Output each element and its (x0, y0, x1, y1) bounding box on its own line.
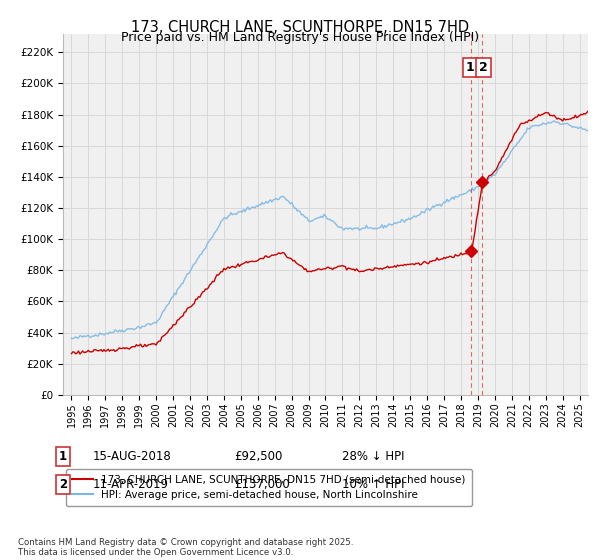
Text: 2: 2 (59, 478, 67, 491)
Text: 11-APR-2019: 11-APR-2019 (93, 478, 169, 491)
Text: 1: 1 (59, 450, 67, 463)
Text: 1: 1 (466, 62, 475, 74)
Legend: 173, CHURCH LANE, SCUNTHORPE, DN15 7HD (semi-detached house), HPI: Average price: 173, CHURCH LANE, SCUNTHORPE, DN15 7HD (… (65, 469, 472, 506)
Text: £92,500: £92,500 (234, 450, 283, 463)
Text: Price paid vs. HM Land Registry's House Price Index (HPI): Price paid vs. HM Land Registry's House … (121, 31, 479, 44)
Text: 2: 2 (479, 62, 488, 74)
Text: Contains HM Land Registry data © Crown copyright and database right 2025.
This d: Contains HM Land Registry data © Crown c… (18, 538, 353, 557)
Text: 15-AUG-2018: 15-AUG-2018 (93, 450, 172, 463)
Text: 173, CHURCH LANE, SCUNTHORPE, DN15 7HD: 173, CHURCH LANE, SCUNTHORPE, DN15 7HD (131, 20, 469, 35)
Text: 10% ↑ HPI: 10% ↑ HPI (342, 478, 404, 491)
Text: 28% ↓ HPI: 28% ↓ HPI (342, 450, 404, 463)
Text: £137,000: £137,000 (234, 478, 290, 491)
